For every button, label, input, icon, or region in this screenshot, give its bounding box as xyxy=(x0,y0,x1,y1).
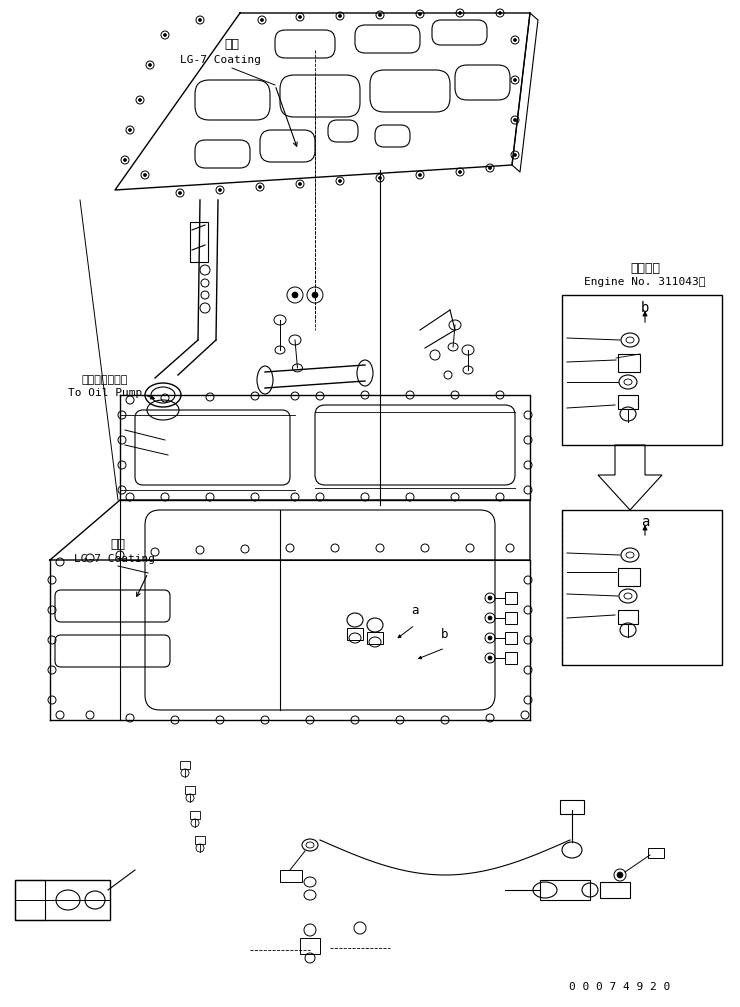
Ellipse shape xyxy=(164,33,166,36)
Bar xyxy=(300,938,320,954)
Text: LG-7 Coating: LG-7 Coating xyxy=(75,554,155,564)
Text: オイルポンプへ: オイルポンプへ xyxy=(82,375,128,385)
Ellipse shape xyxy=(459,11,462,14)
Text: 適用号機: 適用号機 xyxy=(630,262,660,275)
Ellipse shape xyxy=(514,79,517,82)
Ellipse shape xyxy=(218,188,221,191)
Text: 塗布: 塗布 xyxy=(224,38,240,51)
Ellipse shape xyxy=(338,14,341,17)
Ellipse shape xyxy=(488,166,491,169)
Bar xyxy=(15,880,110,920)
Bar xyxy=(367,632,383,644)
Ellipse shape xyxy=(260,18,263,21)
Ellipse shape xyxy=(312,292,318,298)
Text: To Oil Pump: To Oil Pump xyxy=(68,388,142,398)
Bar xyxy=(280,870,302,882)
Bar xyxy=(505,632,517,644)
Bar xyxy=(347,628,363,640)
Ellipse shape xyxy=(298,182,301,185)
Ellipse shape xyxy=(129,129,132,132)
Ellipse shape xyxy=(617,872,623,878)
Ellipse shape xyxy=(499,11,502,14)
Ellipse shape xyxy=(514,38,517,41)
Text: 塗布: 塗布 xyxy=(110,539,126,552)
Bar xyxy=(185,786,195,794)
Ellipse shape xyxy=(338,179,341,182)
Ellipse shape xyxy=(198,18,201,21)
Ellipse shape xyxy=(488,656,492,660)
Bar xyxy=(180,761,190,769)
Ellipse shape xyxy=(378,13,382,16)
Text: 0 0 0 7 4 9 2 0: 0 0 0 7 4 9 2 0 xyxy=(569,982,670,992)
Ellipse shape xyxy=(488,636,492,640)
Ellipse shape xyxy=(459,170,462,173)
Bar xyxy=(195,836,205,844)
Ellipse shape xyxy=(178,191,181,194)
Ellipse shape xyxy=(124,158,127,161)
Ellipse shape xyxy=(419,173,422,176)
Bar xyxy=(540,880,590,900)
Bar xyxy=(505,612,517,624)
Bar xyxy=(505,592,517,604)
Bar xyxy=(15,880,45,920)
Text: b: b xyxy=(441,628,448,641)
Bar xyxy=(618,568,640,586)
Ellipse shape xyxy=(149,63,152,66)
Bar xyxy=(618,395,638,409)
Bar xyxy=(560,800,584,814)
Polygon shape xyxy=(598,445,662,510)
Bar xyxy=(562,295,722,445)
Ellipse shape xyxy=(292,292,298,298)
Ellipse shape xyxy=(138,99,141,102)
Ellipse shape xyxy=(144,173,147,176)
Ellipse shape xyxy=(258,185,261,188)
Bar xyxy=(600,882,630,898)
Ellipse shape xyxy=(488,616,492,620)
Text: a: a xyxy=(641,515,649,529)
Text: Engine No. 311043～: Engine No. 311043～ xyxy=(585,277,706,287)
Bar xyxy=(190,222,208,262)
Bar xyxy=(648,848,664,858)
Ellipse shape xyxy=(514,119,517,122)
Text: a: a xyxy=(411,603,419,616)
Ellipse shape xyxy=(298,15,301,18)
Ellipse shape xyxy=(378,176,382,179)
Ellipse shape xyxy=(488,596,492,600)
Bar xyxy=(562,510,722,665)
Bar xyxy=(618,354,640,372)
Text: LG-7 Coating: LG-7 Coating xyxy=(180,55,260,65)
Text: b: b xyxy=(641,301,649,315)
Ellipse shape xyxy=(419,12,422,15)
Bar xyxy=(190,811,200,819)
Bar xyxy=(505,652,517,664)
Ellipse shape xyxy=(514,153,517,156)
Bar xyxy=(618,610,638,624)
